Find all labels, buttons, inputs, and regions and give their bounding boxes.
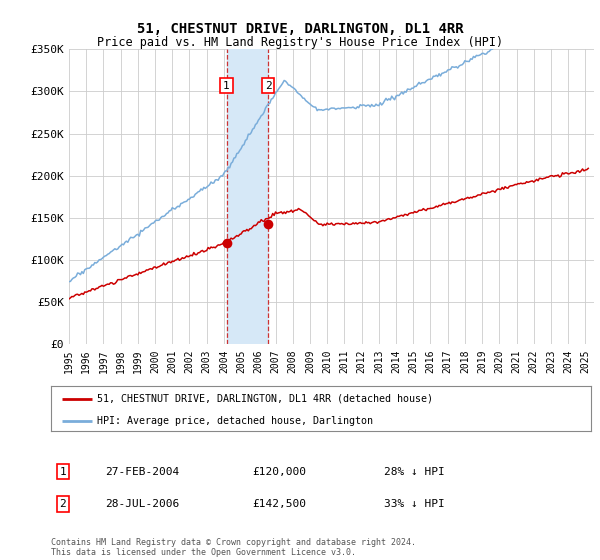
Text: £142,500: £142,500 [252, 499, 306, 509]
Text: 28% ↓ HPI: 28% ↓ HPI [384, 466, 445, 477]
Text: Contains HM Land Registry data © Crown copyright and database right 2024.
This d: Contains HM Land Registry data © Crown c… [51, 538, 416, 557]
Text: Price paid vs. HM Land Registry's House Price Index (HPI): Price paid vs. HM Land Registry's House … [97, 36, 503, 49]
Text: 2: 2 [265, 81, 272, 91]
Text: 27-FEB-2004: 27-FEB-2004 [105, 466, 179, 477]
Text: 51, CHESTNUT DRIVE, DARLINGTON, DL1 4RR (detached house): 51, CHESTNUT DRIVE, DARLINGTON, DL1 4RR … [97, 394, 433, 404]
Text: 33% ↓ HPI: 33% ↓ HPI [384, 499, 445, 509]
Text: 51, CHESTNUT DRIVE, DARLINGTON, DL1 4RR: 51, CHESTNUT DRIVE, DARLINGTON, DL1 4RR [137, 22, 463, 36]
Text: £120,000: £120,000 [252, 466, 306, 477]
Text: 1: 1 [59, 466, 67, 477]
Text: 28-JUL-2006: 28-JUL-2006 [105, 499, 179, 509]
Text: HPI: Average price, detached house, Darlington: HPI: Average price, detached house, Darl… [97, 416, 373, 426]
Text: 1: 1 [223, 81, 230, 91]
Text: 2: 2 [59, 499, 67, 509]
Bar [227, 49, 268, 344]
